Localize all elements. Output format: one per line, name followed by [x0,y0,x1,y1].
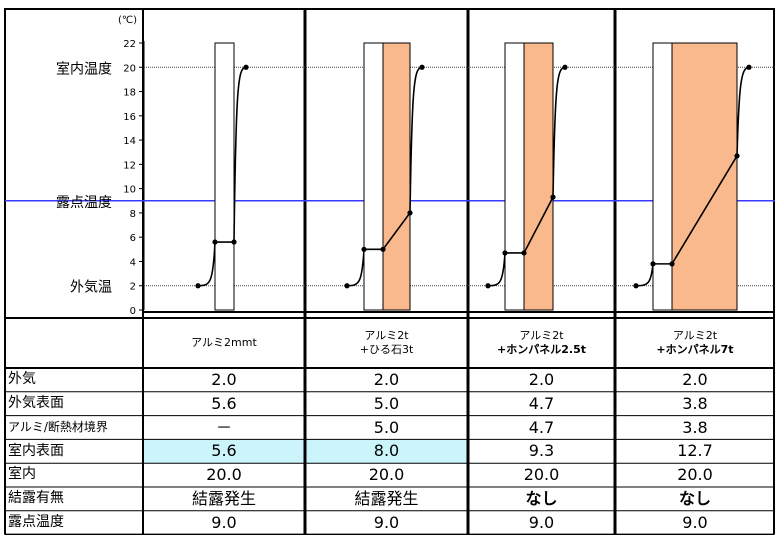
row-label: アルミ/断熱材境界 [8,419,108,434]
y-tick-label: 10 [123,185,136,196]
aluminum-wall [504,42,525,311]
table-cell: 8.0 [305,439,468,464]
temperature-profile [487,66,566,287]
y-tick-label: 2 [130,282,136,293]
row-label: 室内表面 [8,442,64,459]
column-header: アルミ2t +ひる石3t [305,318,468,368]
temperature-profile [346,66,423,287]
header-line2: +ひる石3t [359,343,414,356]
table-cell: 3.8 [682,417,708,437]
temperature-point [195,283,201,289]
temperature-point [550,194,556,200]
panel-3 [485,42,568,311]
temperature-point [231,239,237,245]
table-cell: 20.0 [206,465,242,485]
temperature-point [212,239,218,245]
column-header: アルミ2t +ホンパネル7t [615,318,775,368]
table-cell: なし [678,489,711,509]
temperature-point [407,210,413,216]
y-tick-label: 4 [130,257,136,268]
temperature-point [521,250,527,256]
column-header: アルミ2mmt [143,318,305,368]
column-header: アルミ2t +ホンパネル2.5t [468,318,615,368]
row-label: 外気表面 [8,395,64,411]
y-tick-label: 0 [130,306,136,317]
temperature-point [243,64,249,70]
table-cell: 20.0 [523,465,560,485]
table-cell: 2.0 [682,370,708,390]
row-label: 露点温度 [8,514,64,530]
y-tick-label: 6 [130,233,136,244]
table-cell: 2.0 [373,370,400,390]
header-line2: +ホンパネル7t [656,343,734,356]
temperature-point [419,64,425,70]
table-cell: 3.8 [682,393,708,413]
row-label: 外気 [8,371,36,388]
temperature-point [380,246,386,252]
temperature-point [502,250,508,256]
table-cell: なし [525,489,558,509]
aluminum-wall [652,42,673,311]
temperature-profile [197,66,247,287]
table-cell: 2.0 [211,370,237,390]
table-cell: 5.0 [373,393,400,413]
table-cell: 9.0 [211,512,237,532]
y-tick-label: 20 [123,63,136,74]
table-cell: 9.0 [373,512,400,532]
side-label: 露点温度 [56,195,112,211]
temperature-point [650,261,656,267]
temperature-point [562,64,568,70]
table-cell: 5.6 [211,393,237,413]
row-label: 室内 [8,466,36,483]
table-cell: 4.7 [528,393,555,413]
temperature-point [669,261,675,267]
table-cell: 9.3 [528,441,555,461]
insulation-layer [671,42,738,311]
temperature-point [633,283,639,289]
table-cell: 20.0 [677,465,713,485]
header-line1: アルミ2t [519,328,564,342]
table-cell: 20.0 [368,465,405,485]
temperature-profile [635,66,750,287]
panel-1 [195,42,249,311]
panel-2 [344,42,425,311]
temperature-point [344,283,350,289]
y-tick-label: 18 [123,88,136,99]
chart-frame [4,8,775,319]
table-cell: － [215,417,232,437]
side-label: 室内温度 [56,60,112,77]
header-line1: アルミ2t [364,328,409,342]
header-line2: +ホンパネル2.5t [497,343,586,356]
insulation-layer [523,42,554,311]
aluminum-wall [214,42,235,311]
y-tick-label: 12 [123,160,136,171]
header-line1: アルミ2mmt [191,335,257,349]
y-tick-label: 16 [123,112,136,123]
unit-label: (℃) [118,15,137,26]
temperature-point [485,283,491,289]
y-tick-label: 14 [123,136,136,147]
y-tick-label: 22 [123,39,136,50]
temperature-point [361,246,367,252]
table-cell: 9.0 [528,512,555,532]
table-cell: 9.0 [682,512,708,532]
table-cell: 結露発生 [191,489,256,509]
header-line1: アルミ2t [672,328,718,342]
table-cell: 5.0 [373,417,400,437]
y-tick-label: 8 [130,209,136,220]
row-label: 結露有無 [8,490,64,507]
insulation-layer [382,42,411,311]
temperature-point [746,64,752,70]
aluminum-wall [363,42,384,311]
side-label: 外気温 [70,280,112,296]
temperature-point [734,153,740,159]
table-cell: 5.6 [143,439,305,464]
table-cell: 4.7 [528,417,555,437]
table-cell: 12.7 [677,441,713,461]
panel-4 [633,42,752,311]
table-cell: 2.0 [528,370,555,390]
table-cell: 結露発生 [354,489,419,509]
